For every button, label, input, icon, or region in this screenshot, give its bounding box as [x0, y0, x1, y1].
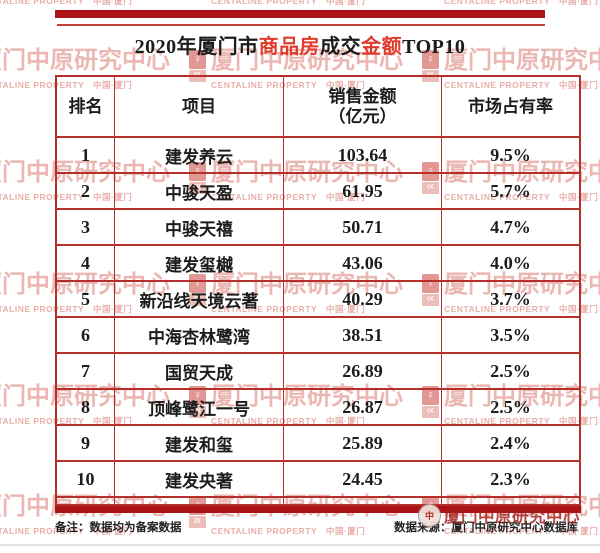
sales-cell: 40.29: [284, 282, 442, 318]
centaline-logo-bottom-icon: IX: [189, 516, 206, 528]
project-cell: 中骏天禧: [115, 210, 284, 246]
title-part: 商品房: [258, 36, 321, 58]
header-project-label: 项目: [182, 96, 216, 116]
empty-cell: [115, 498, 284, 504]
project-cell: 中海杏林鹭湾: [115, 318, 284, 354]
footer-source: 数据来源：厦门中原研究中心数据库: [394, 522, 578, 534]
rank-cell: 2: [57, 174, 115, 210]
watermark-subtext: CENTALINE PROPERTY 中国·厦门: [0, 0, 133, 6]
title-part: 成交: [320, 36, 362, 58]
sales-cell: 43.06: [284, 246, 442, 282]
sales-cell: 103.64: [284, 138, 442, 174]
footer-watermark: 中 厦门中原研究中心: [418, 503, 580, 527]
share-cell: 3.7%: [442, 282, 579, 318]
header-rank-label: 排名: [68, 96, 103, 116]
sales-cell: 26.87: [284, 390, 442, 426]
share-cell: 4.7%: [442, 210, 579, 246]
watermark-subtext: CENTALINE PROPERTY 中国·厦门: [444, 0, 599, 6]
rank-cell: 8: [57, 390, 115, 426]
ranking-table: 排名 项目 销售金额 （亿元） 市场占有率 1 建发养云 103.64 9.5% 2 中骏…: [55, 75, 581, 506]
title-part: TOP10: [402, 36, 466, 58]
header-project: 项目: [115, 77, 284, 138]
header-rank: 排名: [57, 77, 115, 138]
rank-cell: 5: [57, 282, 115, 318]
bottom-divider: [0, 544, 600, 546]
sales-cell: 50.71: [284, 210, 442, 246]
sales-cell: 38.51: [284, 318, 442, 354]
project-cell: 建发养云: [115, 138, 284, 174]
empty-cell: [284, 498, 442, 504]
stamp-icon: 中: [418, 503, 441, 527]
project-cell: 顶峰鹭江一号: [115, 390, 284, 426]
project-cell: 建发玺樾: [115, 246, 284, 282]
share-cell: 5.7%: [442, 174, 579, 210]
project-cell: 中骏天盈: [115, 174, 284, 210]
sales-cell: 24.45: [284, 462, 442, 498]
share-cell: 2.3%: [442, 462, 579, 498]
rank-cell: 10: [57, 462, 115, 498]
share-cell: 2.5%: [442, 390, 579, 426]
rank-cell: 6: [57, 318, 115, 354]
rank-cell: 7: [57, 354, 115, 390]
empty-cell: [57, 498, 115, 504]
project-cell: 新沿线天境云著: [115, 282, 284, 318]
share-cell: 3.5%: [442, 318, 579, 354]
watermark-subtext: CENTALINE PROPERTY 中国·厦门: [211, 0, 366, 6]
top-divider-line: [57, 24, 545, 26]
project-cell: 建发央著: [115, 462, 284, 498]
header-sales: 销售金额 （亿元）: [284, 77, 442, 138]
rank-cell: 1: [57, 138, 115, 174]
rank-cell: 9: [57, 426, 115, 462]
watermark-subtext: CENTALINE PROPERTY 中国·厦门: [211, 526, 366, 536]
rank-cell: 4: [57, 246, 115, 282]
footer-watermark-text: 厦门中原研究中心: [444, 508, 580, 526]
bottom-bar: [55, 506, 581, 513]
sales-cell: 26.89: [284, 354, 442, 390]
share-cell: 9.5%: [442, 138, 579, 174]
header-sales-line1: 销售金额: [328, 86, 397, 106]
title-part: 金额: [361, 36, 403, 58]
header-sales-line2: （亿元）: [328, 106, 397, 126]
project-cell: 国贸天成: [115, 354, 284, 390]
header-share-label: 市场占有率: [468, 96, 553, 116]
project-cell: 建发和玺: [115, 426, 284, 462]
share-cell: 2.5%: [442, 354, 579, 390]
sales-cell: 25.89: [284, 426, 442, 462]
top-bar: [55, 10, 545, 18]
footer-note: 备注：数据均为备案数据: [55, 522, 182, 534]
header-share: 市场占有率: [442, 77, 579, 138]
rank-cell: 3: [57, 210, 115, 246]
title-part: 2020年厦门市: [134, 36, 259, 58]
page-title: 2020年厦门市商品房成交金额TOP10: [0, 30, 600, 59]
share-cell: 2.4%: [442, 426, 579, 462]
share-cell: 4.0%: [442, 246, 579, 282]
sales-cell: 61.95: [284, 174, 442, 210]
